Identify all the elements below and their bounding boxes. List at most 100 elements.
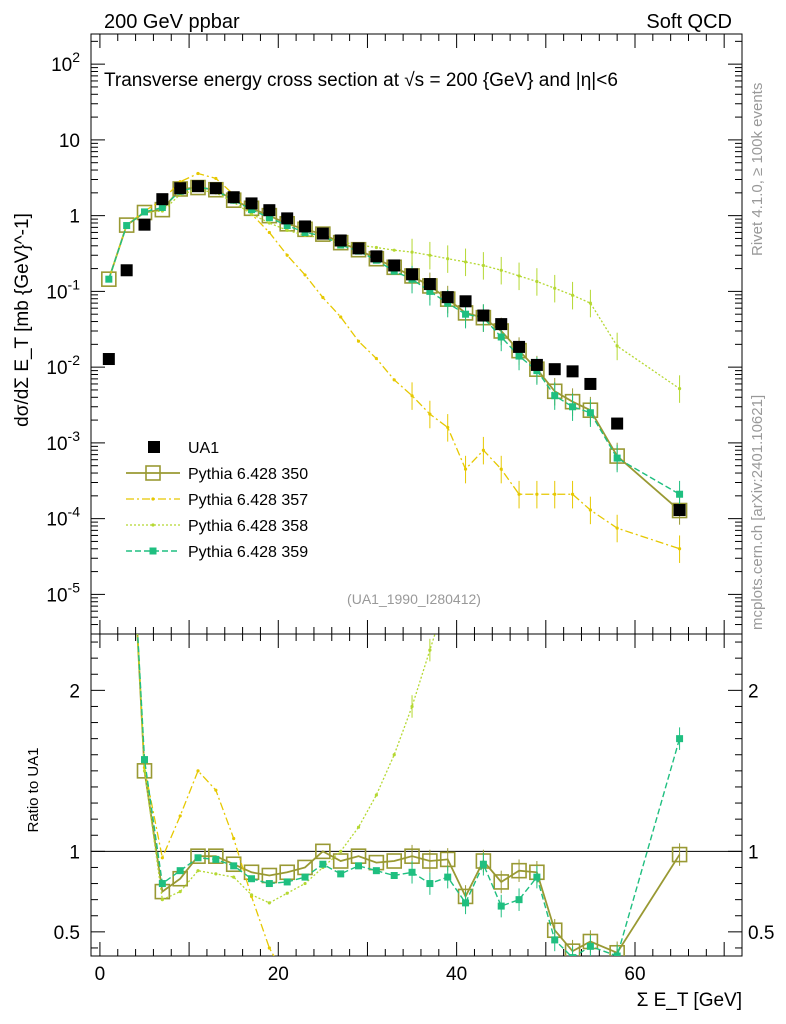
legend-entry-pythia-6-428-350: Pythia 6.428 350 bbox=[126, 465, 308, 483]
ratio-point-pythia-6-428-358 bbox=[392, 753, 396, 757]
series-ua1 bbox=[102, 180, 686, 517]
x-tick-label: 20 bbox=[268, 964, 289, 985]
point-ua1 bbox=[281, 212, 294, 225]
point-pythia-6-428-357 bbox=[321, 295, 325, 300]
point-ua1 bbox=[673, 504, 686, 517]
y-tick-exp: -3 bbox=[68, 428, 81, 444]
point-pythia-6-428-358 bbox=[517, 274, 521, 278]
ratio-point-pythia-6-428-350 bbox=[225, 856, 242, 873]
point-pythia-6-428-358 bbox=[463, 260, 468, 264]
y-tick-base: 10 bbox=[46, 282, 67, 303]
x-tick-label: 0 bbox=[95, 964, 106, 985]
point-ua1 bbox=[530, 358, 543, 371]
series-pythia-6-428-359 bbox=[105, 183, 684, 509]
legend-marker bbox=[151, 497, 155, 501]
ratio-point-pythia-6-428-357 bbox=[267, 946, 271, 950]
point-pythia-6-428-357 bbox=[481, 448, 485, 452]
ratio-point-pythia-6-428-359 bbox=[569, 954, 577, 956]
analysis-tag: (UA1_1990_I280412) bbox=[347, 591, 481, 607]
point-ua1 bbox=[263, 204, 276, 217]
ratio-point-pythia-6-428-359 bbox=[462, 899, 470, 907]
ratio-line-pythia-6-428-359 bbox=[136, 634, 681, 956]
legend-marker bbox=[151, 523, 155, 527]
ratio-point-pythia-6-428-359 bbox=[426, 880, 434, 888]
point-pythia-6-428-359 bbox=[123, 222, 131, 230]
point-pythia-6-428-358 bbox=[428, 253, 432, 257]
ratio-point-pythia-6-428-358 bbox=[249, 893, 254, 897]
ratio-point-pythia-6-428-358 bbox=[517, 335, 520, 338]
point-pythia-6-428-357 bbox=[196, 171, 200, 176]
ratio-point-pythia-6-428-357 bbox=[375, 1009, 378, 1012]
ratio-series-pythia-6-428-358 bbox=[136, 125, 574, 905]
point-pythia-6-428-359 bbox=[265, 214, 273, 222]
ratio-point-pythia-6-428-357 bbox=[160, 856, 164, 860]
point-pythia-6-428-359 bbox=[158, 204, 166, 212]
ratio-point-pythia-6-428-358 bbox=[356, 825, 361, 829]
point-pythia-6-428-357 bbox=[356, 339, 361, 343]
point-ua1 bbox=[334, 234, 347, 247]
rivet-label: Rivet 4.1.0, ≥ 100k events bbox=[749, 83, 766, 256]
point-pythia-6-428-357 bbox=[374, 356, 378, 361]
point-pythia-6-428-357 bbox=[410, 394, 414, 398]
legend-marker bbox=[148, 441, 160, 453]
ratio-point-pythia-6-428-359 bbox=[283, 878, 291, 886]
ratio-point-pythia-6-428-358 bbox=[410, 704, 414, 709]
ratio-point-pythia-6-428-358 bbox=[553, 206, 556, 209]
y-tick-exp: 2 bbox=[72, 49, 80, 65]
point-ua1 bbox=[459, 295, 472, 308]
ratio-y-tick-label-right: 1 bbox=[748, 842, 759, 863]
y-axis-label: dσ/dΣ E_T [mb {GeV}^-1] bbox=[12, 213, 33, 427]
point-pythia-6-428-358 bbox=[446, 257, 450, 261]
ratio-point-pythia-6-428-350 bbox=[190, 848, 206, 864]
point-ua1 bbox=[316, 227, 329, 240]
y-tick-base: 10 bbox=[51, 55, 72, 76]
ratio-point-pythia-6-428-357 bbox=[517, 1009, 520, 1012]
y-tick-label: 1 bbox=[69, 207, 80, 228]
point-pythia-6-428-359 bbox=[248, 206, 256, 214]
point-pythia-6-428-357 bbox=[535, 492, 539, 496]
legend-label: Pythia 6.428 350 bbox=[188, 466, 308, 483]
point-pythia-6-428-358 bbox=[267, 221, 271, 225]
ratio-y-tick-label: 2 bbox=[69, 681, 80, 702]
ratio-point-pythia-6-428-350 bbox=[386, 853, 403, 869]
point-pythia-6-428-358 bbox=[615, 344, 619, 348]
y-tick-label: 10-3 bbox=[46, 428, 80, 455]
ratio-point-pythia-6-428-359 bbox=[176, 867, 184, 875]
legend-label: UA1 bbox=[188, 440, 219, 457]
ratio-point-pythia-6-428-359 bbox=[676, 735, 684, 743]
point-pythia-6-428-357 bbox=[463, 467, 468, 471]
point-ua1 bbox=[513, 340, 526, 353]
ratio-point-pythia-6-428-350 bbox=[671, 846, 688, 863]
legend-entry-pythia-6-428-359: Pythia 6.428 359 bbox=[126, 544, 308, 561]
y-tick-label: 10-5 bbox=[46, 579, 80, 606]
ratio-panel-frame bbox=[90, 633, 743, 957]
ratio-point-pythia-6-428-350 bbox=[315, 843, 331, 860]
point-pythia-6-428-350 bbox=[118, 217, 135, 233]
point-pythia-6-428-359 bbox=[515, 352, 523, 360]
ratio-point-pythia-6-428-359 bbox=[586, 942, 594, 950]
ratio-line-pythia-6-428-350 bbox=[136, 634, 681, 954]
y-tick-label: 102 bbox=[51, 49, 80, 76]
ratio-point-pythia-6-428-358 bbox=[428, 648, 432, 652]
ratio-point-pythia-6-428-359 bbox=[248, 875, 256, 883]
point-ua1 bbox=[174, 182, 187, 195]
point-pythia-6-428-359 bbox=[283, 222, 291, 230]
point-ua1 bbox=[548, 363, 561, 376]
ratio-point-pythia-6-428-358 bbox=[232, 875, 236, 879]
y-tick-base: 10 bbox=[46, 434, 67, 455]
ratio-point-pythia-6-428-358 bbox=[464, 528, 467, 531]
point-pythia-6-428-359 bbox=[141, 208, 149, 216]
ratio-point-pythia-6-428-358 bbox=[160, 898, 164, 902]
ratio-point-pythia-6-428-359 bbox=[230, 862, 238, 870]
point-pythia-6-428-358 bbox=[481, 263, 485, 268]
x-axis-label: Σ E_T [GeV] bbox=[637, 990, 742, 1011]
ratio-point-pythia-6-428-359 bbox=[372, 867, 380, 875]
point-pythia-6-428-358 bbox=[499, 268, 503, 272]
y-tick-exp: -2 bbox=[68, 352, 81, 368]
ratio-point-pythia-6-428-357 bbox=[446, 1009, 449, 1012]
ratio-point-pythia-6-428-358 bbox=[571, 125, 574, 128]
ratio-point-pythia-6-428-358 bbox=[303, 881, 307, 886]
header-left: 200 GeV ppbar bbox=[104, 11, 240, 33]
ratio-point-pythia-6-428-359 bbox=[141, 756, 149, 764]
